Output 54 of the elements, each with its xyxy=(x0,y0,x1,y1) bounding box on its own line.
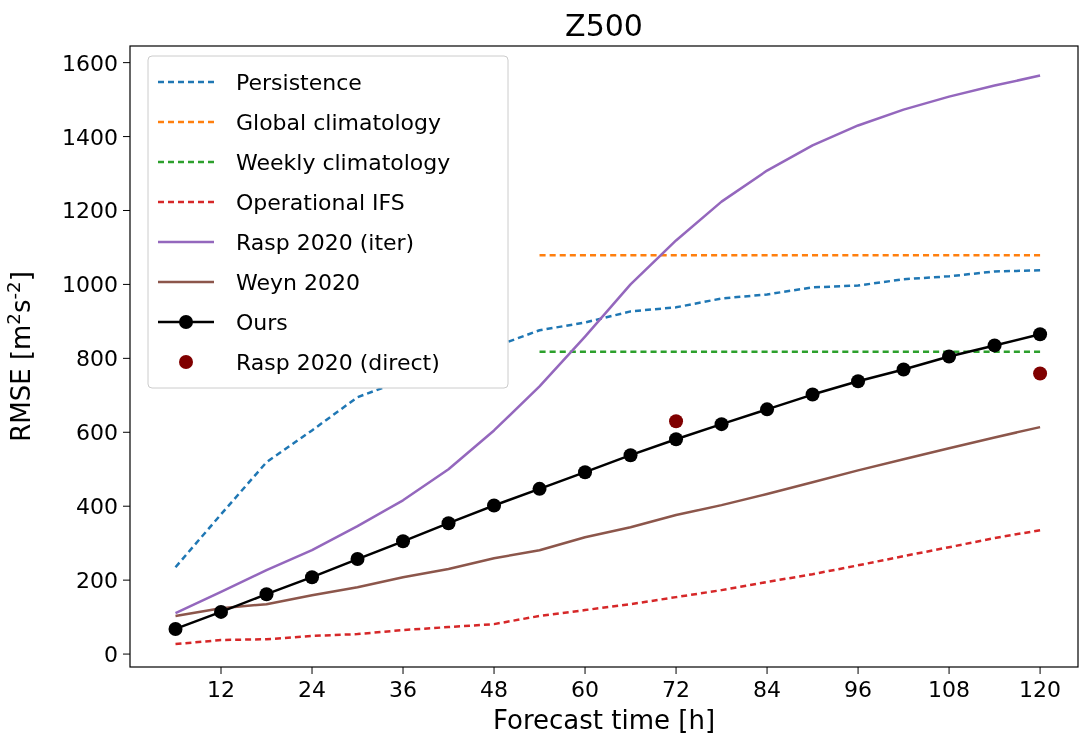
legend-label: Global climatology xyxy=(236,110,442,135)
x-tick-label: 60 xyxy=(571,677,600,702)
x-tick-label: 36 xyxy=(389,677,418,702)
point xyxy=(487,498,502,513)
point xyxy=(441,516,456,531)
point xyxy=(578,465,593,480)
y-tick-label: 1600 xyxy=(62,50,118,76)
y-tick-label: 600 xyxy=(76,420,118,446)
point xyxy=(259,587,274,602)
point xyxy=(987,338,1002,353)
x-tick-label: 120 xyxy=(1019,677,1062,702)
point xyxy=(1033,366,1048,381)
point xyxy=(669,414,684,429)
x-tick-label: 12 xyxy=(207,677,236,702)
point xyxy=(669,432,684,447)
legend-label: Ours xyxy=(236,310,288,335)
y-tick-label: 1400 xyxy=(62,124,118,150)
point xyxy=(1033,327,1048,342)
legend-label: Rasp 2020 (direct) xyxy=(236,350,440,375)
point xyxy=(350,552,365,567)
chart-title: Z500 xyxy=(565,8,643,43)
x-tick-label: 108 xyxy=(928,677,971,702)
legend-label: Rasp 2020 (iter) xyxy=(236,230,415,255)
legend-label: Weyn 2020 xyxy=(236,270,360,295)
line-series xyxy=(174,528,1042,646)
point xyxy=(305,570,320,585)
x-tick-label: 84 xyxy=(753,677,782,702)
x-tick-label: 48 xyxy=(480,677,509,702)
line-series xyxy=(174,74,1042,615)
point xyxy=(214,604,229,619)
y-tick-label: 200 xyxy=(76,568,118,594)
y-tick-label: 0 xyxy=(104,642,118,668)
point xyxy=(805,387,820,402)
point xyxy=(851,374,866,389)
x-tick-label: 96 xyxy=(844,677,873,702)
y-tick-label: 1000 xyxy=(62,272,118,298)
line-series xyxy=(174,425,1042,618)
legend-label: Persistence xyxy=(236,70,362,95)
y-tick-label: 400 xyxy=(76,494,118,520)
y-tick-label: 1200 xyxy=(62,198,118,224)
legend-label: Operational IFS xyxy=(236,190,405,215)
point xyxy=(942,349,957,364)
x-tick-label: 72 xyxy=(662,677,691,702)
point xyxy=(623,448,638,463)
y-tick-label: 800 xyxy=(76,346,118,372)
x-axis-title: Forecast time [h] xyxy=(492,705,716,735)
point xyxy=(896,362,911,377)
point xyxy=(760,402,775,417)
point xyxy=(396,534,411,549)
point xyxy=(168,621,183,636)
point xyxy=(714,417,729,432)
point xyxy=(532,481,547,496)
legend-label: Weekly climatology xyxy=(236,150,451,175)
x-tick-label: 24 xyxy=(298,677,327,702)
